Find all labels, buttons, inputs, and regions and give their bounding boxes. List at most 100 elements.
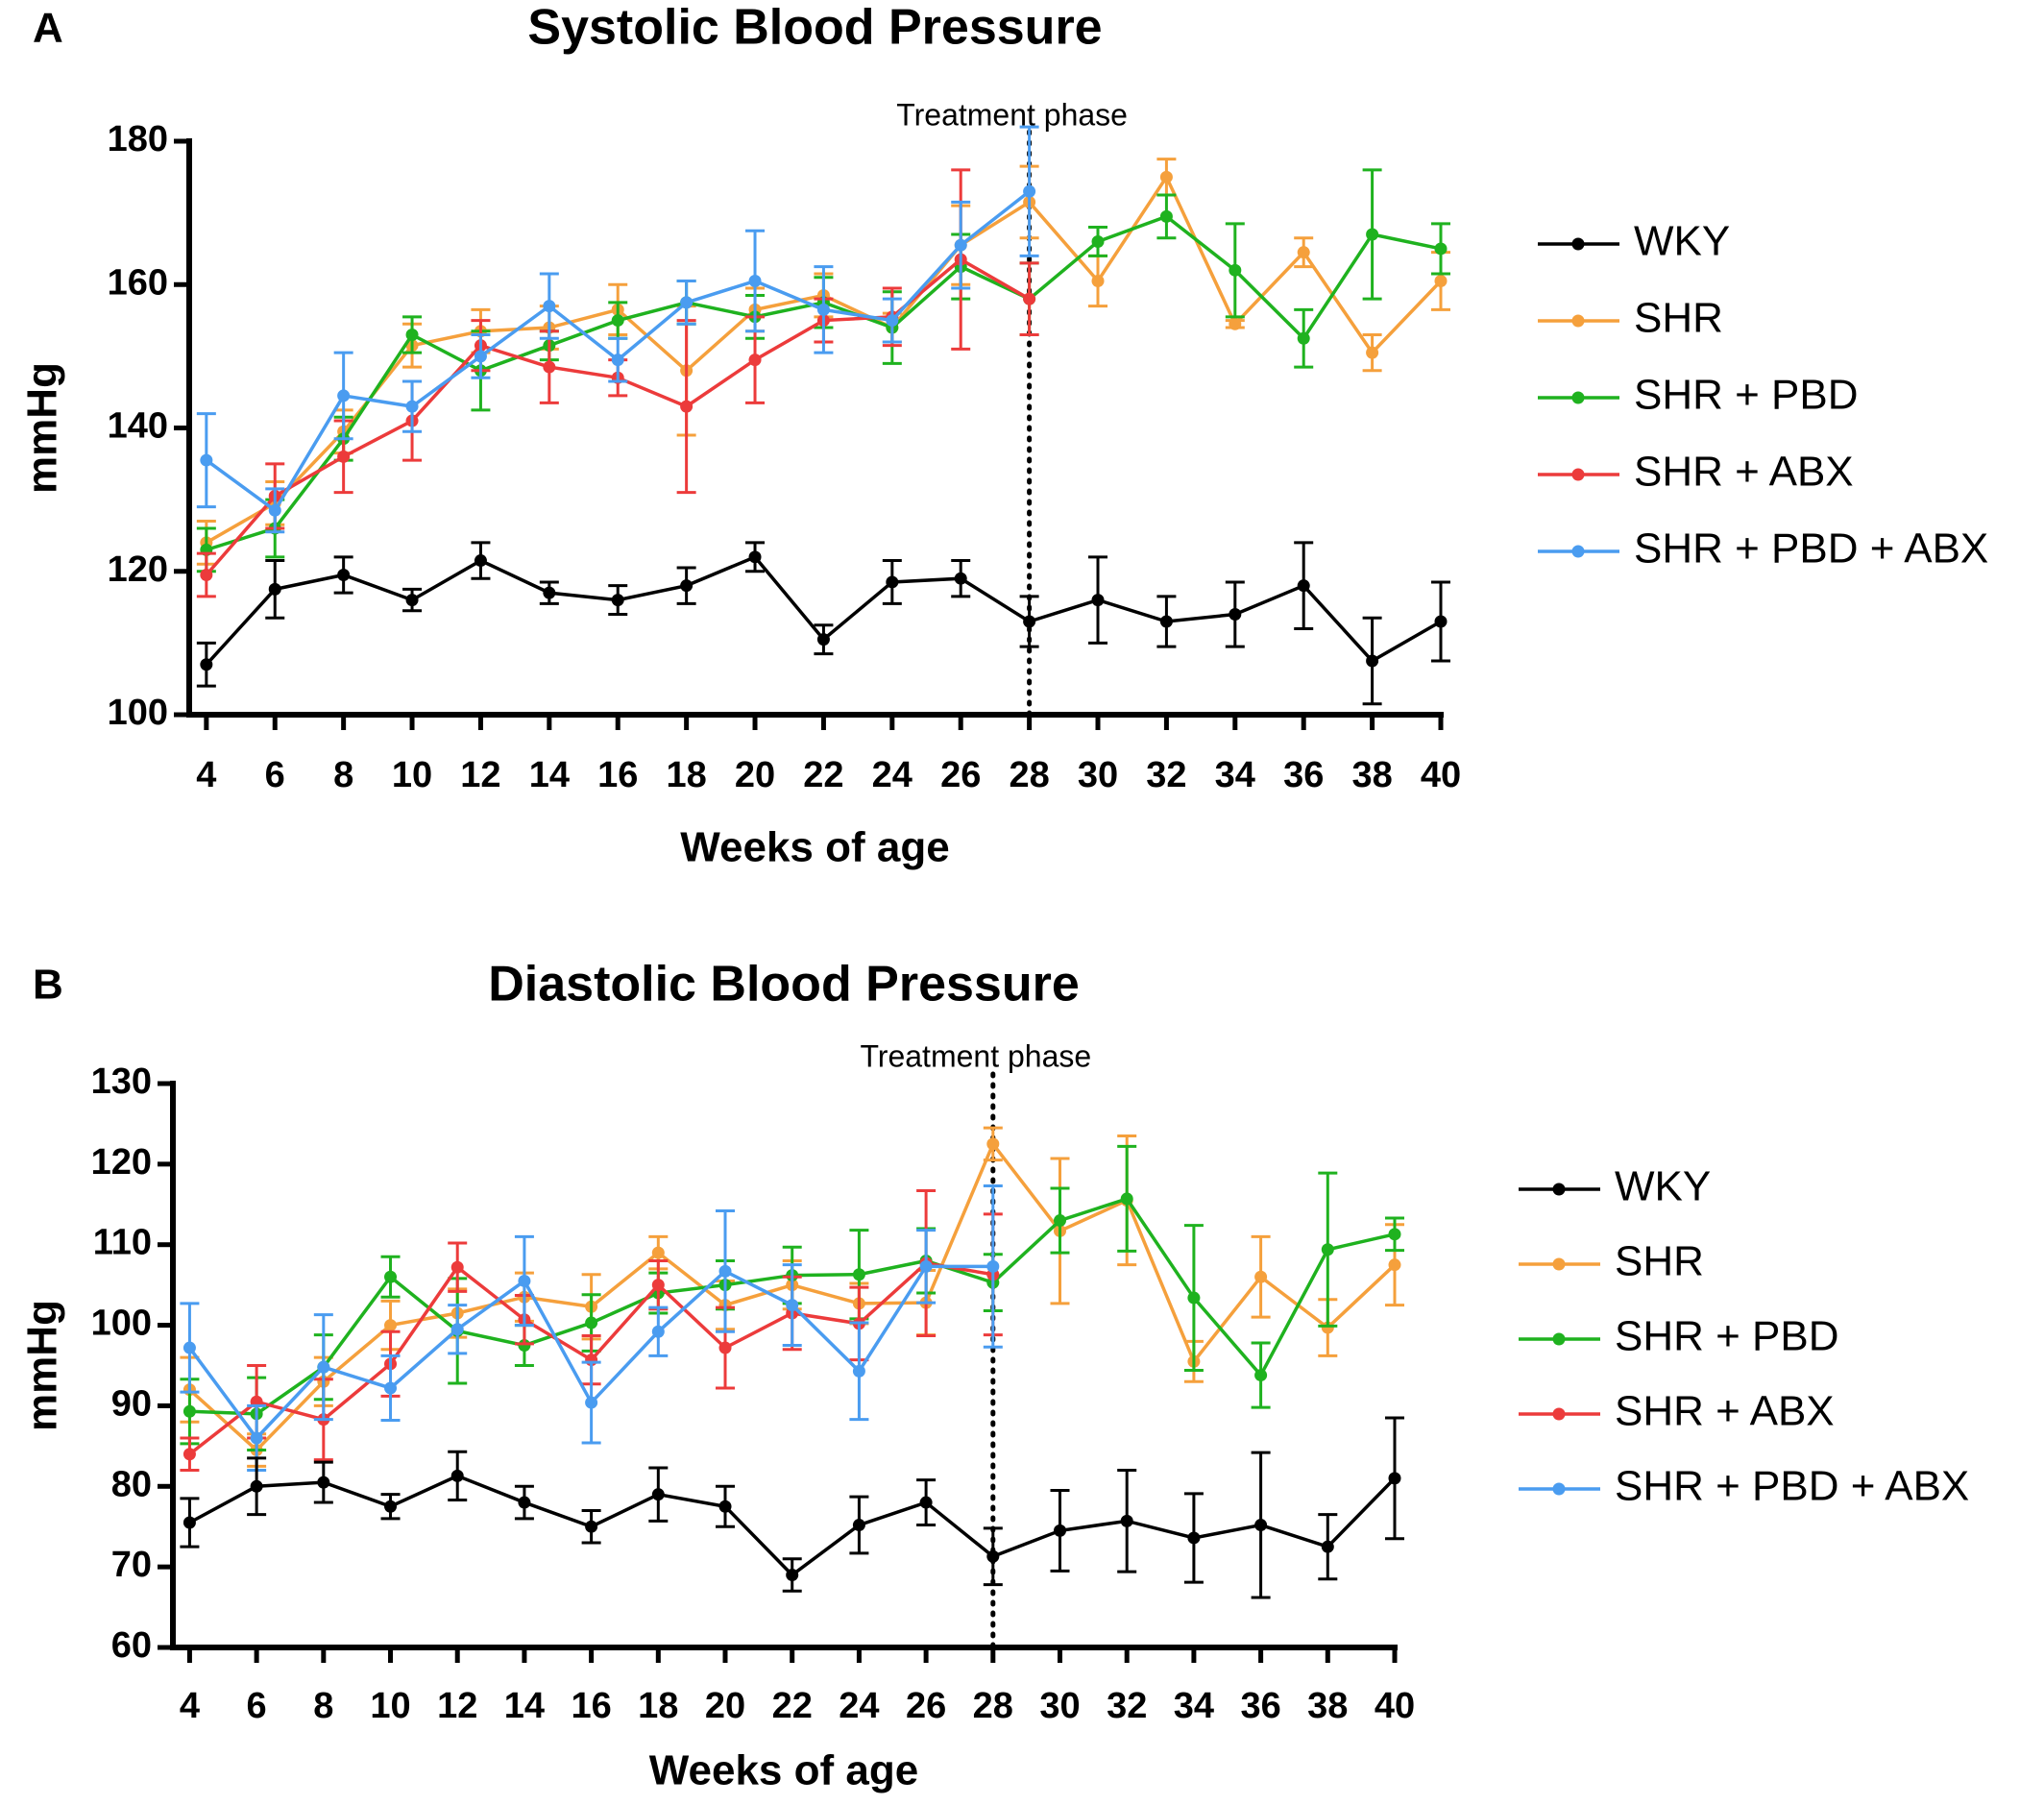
point <box>680 400 694 413</box>
point <box>474 350 487 363</box>
y-tick-label: 130 <box>91 1061 152 1102</box>
point <box>680 296 694 309</box>
point <box>611 354 624 367</box>
chart-title: Systolic Blood Pressure <box>527 0 1102 56</box>
point <box>1120 1192 1133 1206</box>
x-tick-label: 30 <box>1039 1686 1080 1726</box>
point <box>1388 1228 1401 1241</box>
point <box>954 238 967 252</box>
x-tick-label: 38 <box>1307 1686 1348 1726</box>
point <box>1254 1270 1268 1283</box>
point <box>268 503 281 517</box>
point <box>1321 1540 1334 1553</box>
point <box>986 1549 1000 1563</box>
chart-title: Diastolic Blood Pressure <box>488 957 1080 1012</box>
x-tick-label: 26 <box>906 1686 946 1726</box>
point <box>651 1325 665 1338</box>
x-tick-label: 16 <box>571 1686 611 1726</box>
point <box>518 1339 531 1353</box>
x-tick-label: 40 <box>1375 1686 1415 1726</box>
x-axis-label: Weeks of age <box>680 824 949 871</box>
legend-marker <box>1571 314 1585 328</box>
point <box>518 1496 531 1509</box>
x-tick-label: 20 <box>705 1686 745 1726</box>
point <box>718 1500 732 1513</box>
point <box>384 1270 398 1283</box>
legend-marker <box>1571 391 1585 404</box>
x-tick-label: 30 <box>1078 755 1118 795</box>
point <box>1297 579 1310 593</box>
point <box>919 1496 933 1509</box>
point <box>1023 615 1036 628</box>
y-tick-label: 90 <box>111 1383 152 1424</box>
point <box>200 658 213 671</box>
point <box>384 1319 398 1332</box>
legend-label: SHR + PBD <box>1634 372 1859 419</box>
legend-marker <box>1552 1407 1566 1421</box>
point <box>651 1246 665 1259</box>
point <box>543 300 556 313</box>
legend-marker <box>1552 1482 1566 1496</box>
point <box>986 1137 1000 1151</box>
point <box>611 594 624 607</box>
point <box>886 314 899 328</box>
point <box>1091 234 1105 248</box>
legend-label: SHR + ABX <box>1634 449 1854 496</box>
series <box>196 168 1039 598</box>
point <box>543 586 556 599</box>
point <box>1159 170 1173 183</box>
x-tick-label: 36 <box>1240 1686 1280 1726</box>
point <box>1120 1514 1133 1527</box>
x-tick-label: 14 <box>529 755 570 795</box>
y-tick-label: 180 <box>108 119 168 159</box>
point <box>182 1404 196 1418</box>
point <box>1023 292 1036 305</box>
point <box>1366 228 1379 241</box>
legend-label: SHR + PBD + ABX <box>1634 525 1988 573</box>
x-tick-label: 26 <box>940 755 981 795</box>
point <box>405 400 419 413</box>
point <box>1159 615 1173 628</box>
point <box>337 568 351 581</box>
point <box>250 1479 263 1493</box>
point <box>651 1279 665 1292</box>
x-tick-label: 8 <box>333 755 353 795</box>
x-tick-label: 34 <box>1174 1686 1214 1726</box>
x-tick-label: 4 <box>196 755 216 795</box>
point <box>337 450 351 463</box>
point <box>450 1469 464 1482</box>
point <box>1366 654 1379 668</box>
legend-label: SHR + PBD + ABX <box>1615 1463 1969 1510</box>
series <box>196 168 1450 573</box>
y-axis-label: mmHg <box>19 362 66 494</box>
legend-marker <box>1552 1183 1566 1196</box>
y-axis-label: mmHg <box>19 1300 66 1431</box>
point <box>200 453 213 467</box>
point <box>1091 594 1105 607</box>
point <box>852 1519 865 1532</box>
point <box>543 360 556 374</box>
panel-label: A <box>33 5 63 52</box>
point <box>585 1520 598 1533</box>
x-tick-label: 28 <box>1009 755 1049 795</box>
point <box>1159 209 1173 223</box>
point <box>886 575 899 589</box>
point <box>337 389 351 402</box>
point <box>450 1260 464 1274</box>
point <box>1321 1243 1334 1256</box>
point <box>585 1396 598 1409</box>
point <box>1388 1258 1401 1272</box>
x-axis-label: Weeks of age <box>649 1747 918 1794</box>
point <box>1187 1291 1201 1305</box>
x-tick-label: 6 <box>265 755 285 795</box>
x-tick-label: 14 <box>504 1686 545 1726</box>
point <box>786 1299 799 1312</box>
point <box>1434 242 1448 256</box>
point <box>919 1259 933 1273</box>
x-tick-label: 16 <box>597 755 638 795</box>
x-tick-label: 6 <box>247 1686 267 1726</box>
x-tick-label: 22 <box>803 755 843 795</box>
x-tick-label: 12 <box>460 755 500 795</box>
x-tick-label: 38 <box>1351 755 1392 795</box>
